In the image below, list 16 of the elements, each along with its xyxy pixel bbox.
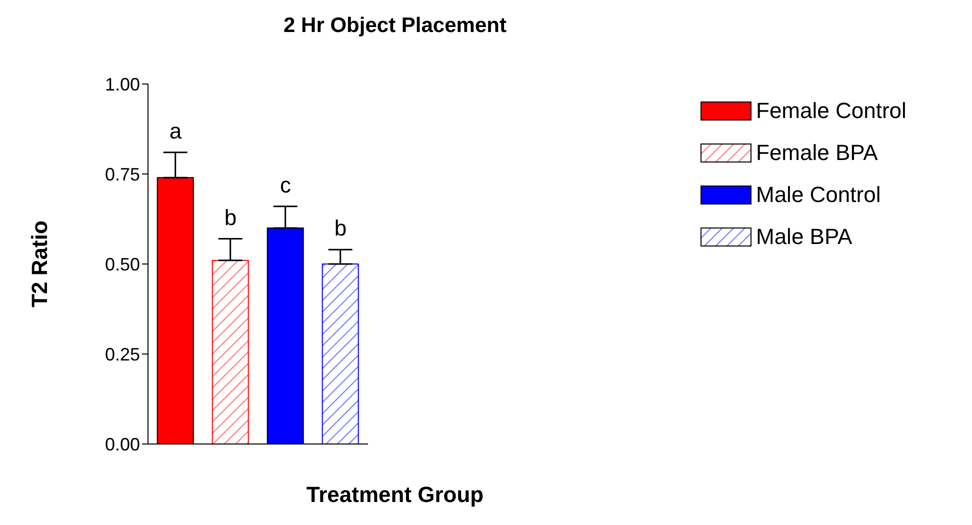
annotation: c xyxy=(280,172,291,198)
y-tick-label: 1.00 xyxy=(104,74,140,94)
y-axis-title: T2 Ratio xyxy=(27,220,53,308)
annotation: a xyxy=(169,118,182,144)
legend-label: Female BPA xyxy=(755,139,879,167)
annotation: b xyxy=(224,204,237,230)
y-tick-label: 0.50 xyxy=(104,254,140,274)
x-axis-title: Treatment Group xyxy=(305,482,485,508)
legend-label: Female Control xyxy=(755,97,908,125)
y-tick-label: 0.00 xyxy=(104,434,140,454)
y-tick-label: 0.25 xyxy=(104,344,140,364)
y-tick-label: 0.75 xyxy=(104,164,140,184)
annotation: b xyxy=(334,216,347,241)
chart-title: 2 Hr Object Placement xyxy=(282,14,508,38)
legend-label: Male Control xyxy=(755,181,882,209)
legend-label: Male BPA xyxy=(755,223,854,251)
